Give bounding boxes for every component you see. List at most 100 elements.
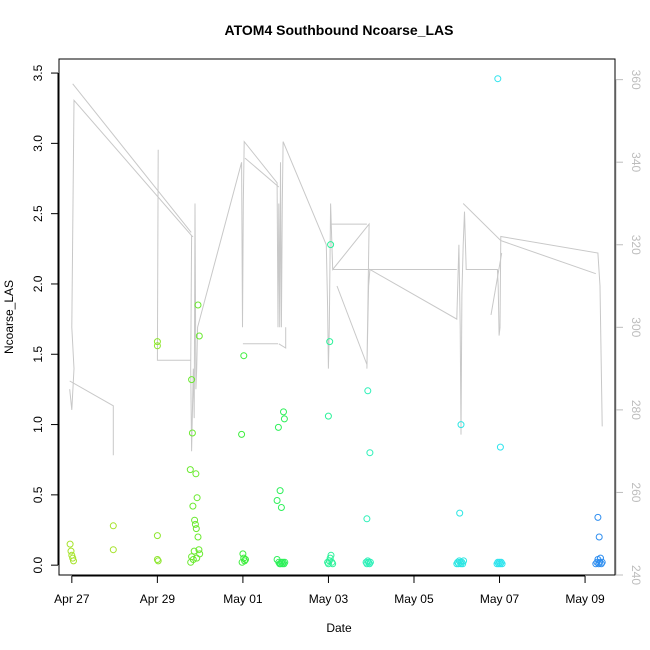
secondary-series-segment <box>336 285 368 365</box>
data-point <box>154 557 162 565</box>
data-point <box>280 415 288 423</box>
data-point <box>194 301 202 309</box>
data-point <box>69 554 77 562</box>
data-point <box>326 338 334 346</box>
data-point <box>456 509 464 517</box>
data-point <box>280 408 287 416</box>
secondary-series-segment <box>72 83 192 233</box>
data-point <box>457 421 465 429</box>
secondary-series-segment <box>490 252 503 315</box>
x-axis: Apr 27 Apr 29 May 01 May 03 May 05 May 07 May … <box>54 575 605 606</box>
data-point <box>67 547 75 555</box>
data-point <box>327 551 335 559</box>
x-tick-label: May 09 <box>565 592 605 606</box>
y-axis-title: Ncoarse_LAS <box>2 280 16 354</box>
data-point <box>188 376 196 384</box>
y-tick-label: 2.0 <box>31 275 45 292</box>
data-point <box>190 547 198 555</box>
secondary-series-layer <box>69 83 603 456</box>
data-point <box>274 423 282 431</box>
y-tick-label: 0.5 <box>31 486 45 503</box>
data-point <box>195 546 203 554</box>
data-point <box>153 532 161 540</box>
data-point <box>276 487 284 495</box>
right-tick-label: 280 <box>629 400 643 420</box>
data-point <box>109 546 117 554</box>
secondary-series-segment <box>462 203 596 275</box>
data-point <box>195 332 203 340</box>
data-point <box>186 466 194 474</box>
data-point <box>277 504 285 511</box>
data-point <box>281 558 289 566</box>
data-point <box>240 554 248 562</box>
right-tick-label: 300 <box>629 317 643 337</box>
data-point <box>109 522 117 530</box>
data-point <box>194 533 202 541</box>
data-point <box>459 560 467 568</box>
secondary-series-segment <box>156 149 191 361</box>
right-tick-label: 360 <box>629 70 643 90</box>
data-point <box>595 533 603 541</box>
right-tick-label: 240 <box>629 565 643 585</box>
data-point <box>366 449 374 457</box>
data-point <box>597 560 605 568</box>
plot-frame <box>58 58 616 576</box>
data-point <box>364 387 372 395</box>
right-tick-label: 260 <box>629 482 643 502</box>
right-tick-label: 340 <box>629 152 643 172</box>
data-point <box>238 430 246 438</box>
points-layer <box>66 75 606 568</box>
data-point <box>192 470 200 478</box>
data-point <box>193 494 201 502</box>
data-point <box>153 338 161 346</box>
y-tick-label: 1.5 <box>31 346 45 363</box>
data-point <box>363 515 371 523</box>
y-tick-label: 1.0 <box>31 416 45 433</box>
data-point <box>70 557 77 565</box>
data-point <box>460 557 468 565</box>
data-point <box>189 502 197 510</box>
data-point <box>188 429 196 437</box>
right-tick-label: 320 <box>629 235 643 255</box>
data-point <box>329 560 337 568</box>
data-point <box>324 412 332 420</box>
data-point <box>594 513 602 521</box>
secondary-series-segment <box>278 327 287 349</box>
secondary-series-line <box>69 98 603 452</box>
x-tick-label: Apr 27 <box>54 592 90 606</box>
data-point <box>242 556 249 563</box>
y-tick-label: 3.5 <box>31 64 45 81</box>
data-point <box>192 525 200 533</box>
data-point <box>239 550 247 558</box>
data-point <box>187 558 195 566</box>
x-tick-label: May 05 <box>394 592 434 606</box>
data-point <box>498 560 506 568</box>
y-tick-label: 2.5 <box>31 205 45 222</box>
data-point <box>196 550 204 558</box>
right-axis: 240 260 280 300 320 340 360 <box>615 70 643 585</box>
data-point <box>494 75 502 83</box>
x-tick-label: May 03 <box>309 592 349 606</box>
data-point <box>153 342 161 350</box>
data-point <box>598 558 606 566</box>
data-point <box>363 560 371 568</box>
data-point <box>191 520 199 528</box>
data-point <box>327 241 335 249</box>
data-point <box>191 516 199 524</box>
data-point <box>153 556 161 563</box>
data-point <box>455 560 462 568</box>
data-point <box>496 443 504 451</box>
data-point <box>596 558 604 566</box>
x-axis-title: Date <box>326 621 352 635</box>
data-point <box>366 558 374 566</box>
y-axis: 0.0 0.5 1.0 1.5 2.0 2.5 3.0 3.5 <box>31 64 59 574</box>
data-point <box>273 497 281 504</box>
y-tick-label: 3.0 <box>31 135 45 152</box>
x-tick-label: Apr 29 <box>140 592 176 606</box>
data-point <box>326 554 334 562</box>
data-point <box>497 558 505 566</box>
y-tick-label: 0.0 <box>31 556 45 573</box>
secondary-series-segment <box>69 380 114 456</box>
data-point <box>366 560 373 568</box>
